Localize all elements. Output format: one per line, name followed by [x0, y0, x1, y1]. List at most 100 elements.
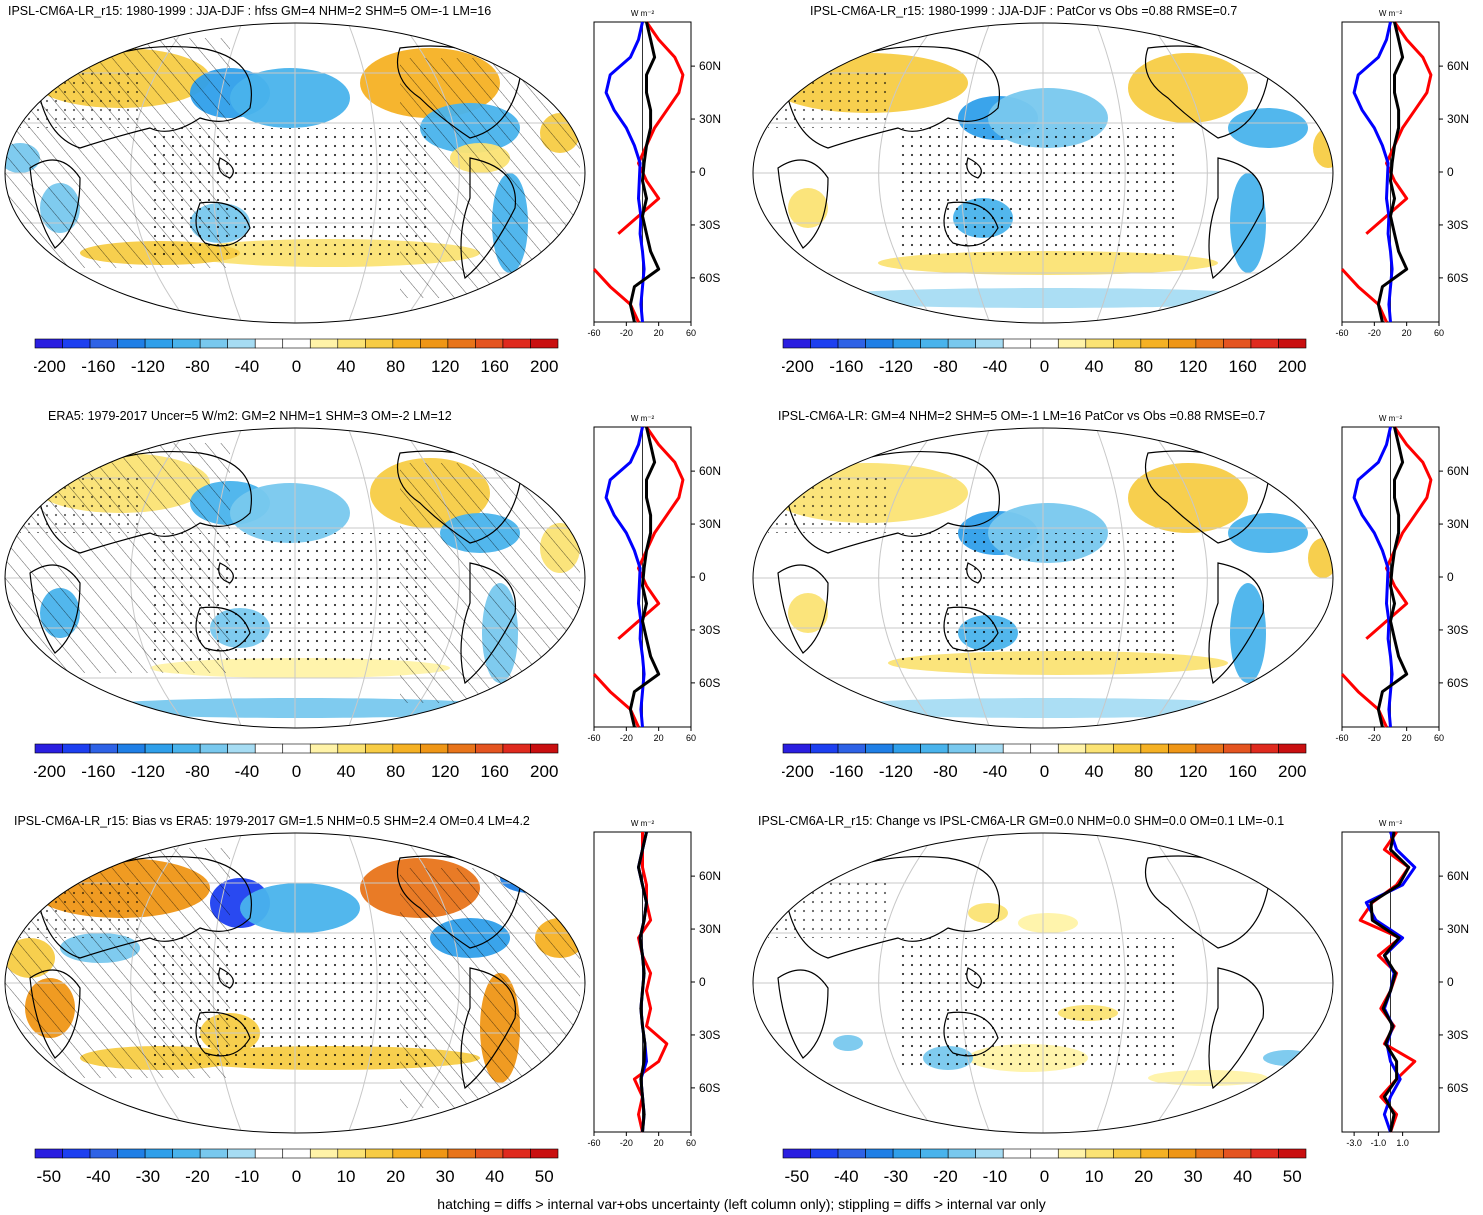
zonal-mean-plot: W m⁻² -60 -20 20 60 60N 30N 0 30S 60S — [587, 819, 721, 1148]
colorbar-swatch — [1195, 338, 1224, 349]
zonal-line-blue — [604, 21, 646, 323]
colorbar-tick-label: 0 — [1040, 357, 1049, 376]
lat-label: 0 — [1447, 975, 1454, 989]
colorbar-swatch — [837, 1148, 866, 1159]
colorbar-swatch — [172, 338, 201, 349]
colorbar-tick-label: -120 — [131, 357, 165, 376]
colorbar-swatch — [117, 338, 146, 349]
colorbar-swatch — [62, 743, 91, 754]
colorbar-swatch — [309, 743, 339, 754]
zonal-line-black — [637, 831, 648, 1133]
panel-title: IPSL-CM6A-LR: GM=4 NHM=2 SHM=5 OM=-1 LM=… — [778, 409, 1266, 423]
colorbar-swatch — [1057, 743, 1087, 754]
lat-label: 30S — [699, 1028, 720, 1042]
colorbar-swatch — [782, 743, 811, 754]
colorbar-tick-label: -50 — [36, 1167, 61, 1186]
continent-outline — [1208, 967, 1265, 1090]
colorbar: -200 -160 -120 -80 -40 0 40 80 120 160 200 — [34, 338, 558, 376]
colorbar-swatch — [1002, 338, 1032, 349]
x-tick-label: 20 — [654, 1138, 664, 1148]
colorbar-swatch — [282, 338, 311, 349]
map-border — [752, 832, 1334, 1134]
colorbar-tick-label: 0 — [292, 762, 301, 781]
colorbar-tick-label: -40 — [983, 357, 1008, 376]
zonal-line-black — [628, 21, 661, 323]
colorbar-tick-label: -30 — [884, 1167, 909, 1186]
colorbar-swatch — [1113, 1148, 1142, 1159]
colorbar-tick-label: 30 — [1184, 1167, 1203, 1186]
colorbar-swatch — [309, 338, 339, 349]
colorbar-swatch — [947, 338, 976, 349]
anomaly-region — [1148, 1070, 1268, 1086]
x-tick-label: -20 — [620, 1138, 633, 1148]
colorbar-tick-label: -80 — [933, 762, 958, 781]
colorbar-swatch — [1223, 743, 1252, 754]
continent-outline — [787, 450, 1000, 554]
anomaly-region — [1128, 53, 1248, 123]
colorbar-swatch — [447, 338, 476, 349]
units-label: W m⁻² — [631, 819, 655, 828]
colorbar-swatch — [172, 743, 201, 754]
lat-label: 30N — [699, 517, 721, 531]
longitude-line — [878, 428, 938, 728]
units-label: W m⁻² — [631, 414, 655, 423]
continent-outline — [787, 855, 1000, 959]
colorbar-tick-label: 10 — [337, 1167, 356, 1186]
colorbar-swatch — [530, 743, 559, 754]
panel-title: IPSL-CM6A-LR_r15: Change vs IPSL-CM6A-LR… — [758, 814, 1285, 828]
colorbar-swatch — [392, 338, 421, 349]
colorbar-tick-label: -40 — [983, 762, 1008, 781]
colorbar-tick-label: 50 — [1283, 1167, 1302, 1186]
colorbar-swatch — [1168, 338, 1197, 349]
colorbar-swatch — [475, 743, 504, 754]
colorbar: -200 -160 -120 -80 -40 0 40 80 120 160 200 — [782, 743, 1306, 781]
zonal-line-black — [1369, 831, 1411, 1133]
lat-label: 60N — [1447, 869, 1469, 883]
colorbar-swatch — [1140, 743, 1169, 754]
panel-6: IPSL-CM6A-LR_r15: Change vs IPSL-CM6A-LR… — [748, 810, 1483, 1215]
x-tick-label: -1.0 — [1371, 1138, 1387, 1148]
map-border — [4, 22, 586, 324]
anomaly-region — [788, 188, 828, 228]
colorbar-swatch — [172, 1148, 201, 1159]
coastlines — [29, 855, 521, 1090]
zonal-line-black — [1376, 21, 1409, 323]
x-tick-label: -60 — [587, 328, 600, 338]
continent-outline — [966, 562, 982, 584]
colorbar-swatch — [1085, 338, 1114, 349]
colorbar-tick-label: 40 — [485, 1167, 504, 1186]
x-tick-label: 60 — [686, 328, 696, 338]
lat-label: 60S — [699, 271, 720, 285]
continent-outline — [218, 157, 234, 179]
colorbar-tick-label: 40 — [337, 357, 356, 376]
colorbar-swatch — [62, 1148, 91, 1159]
map-border — [752, 22, 1334, 324]
panel-title: ERA5: 1979-2017 Uncer=5 W/m2: GM=2 NHM=1… — [48, 409, 452, 423]
colorbar-swatch — [254, 743, 284, 754]
colorbar-tick-label: 20 — [1134, 1167, 1153, 1186]
lat-label: 60N — [699, 869, 721, 883]
x-tick-label: -60 — [1335, 733, 1348, 743]
hatching — [400, 58, 580, 298]
x-tick-label: 20 — [654, 733, 664, 743]
colorbar-swatch — [920, 743, 949, 754]
colorbar-tick-label: 40 — [1233, 1167, 1252, 1186]
colorbar-swatch — [502, 338, 531, 349]
panel-1: IPSL-CM6A-LR_r15: 1980-1999 : JJA-DJF : … — [0, 0, 741, 405]
colorbar-swatch — [392, 1148, 421, 1159]
colorbar-swatch — [89, 743, 118, 754]
zonal-line-red — [632, 832, 669, 1133]
map-border — [4, 832, 586, 1134]
continent-outline — [460, 967, 517, 1090]
stippling — [898, 533, 1178, 663]
colorbar-swatch — [34, 338, 63, 349]
colorbar-tick-label: -10 — [983, 1167, 1008, 1186]
colorbar-swatch — [865, 338, 894, 349]
colorbar-swatch — [1140, 338, 1169, 349]
colorbar-swatch — [420, 338, 449, 349]
colorbar-tick-label: -200 — [34, 357, 66, 376]
colorbar-tick-label: -40 — [834, 1167, 859, 1186]
colorbar-swatch — [337, 1148, 366, 1159]
zonal-line-red — [592, 21, 685, 323]
stippling — [898, 128, 1178, 258]
